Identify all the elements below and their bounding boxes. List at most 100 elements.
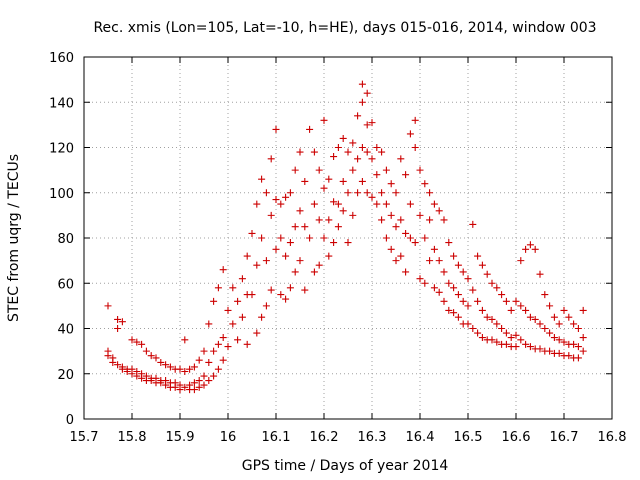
x-tick-label: 15.9 (166, 430, 195, 445)
data-point (354, 155, 362, 163)
data-point (507, 334, 515, 342)
x-tick-label: 16.4 (406, 430, 435, 445)
data-point (373, 171, 381, 179)
data-point (286, 189, 294, 197)
data-point (454, 291, 462, 299)
x-tick-label: 16.6 (502, 430, 531, 445)
data-point (104, 302, 112, 310)
data-point (373, 144, 381, 151)
data-point (493, 338, 501, 346)
data-point (128, 336, 136, 344)
data-point (440, 297, 448, 305)
x-tick-label: 16.2 (310, 430, 339, 445)
data-point (205, 377, 213, 385)
y-axis-label: STEC from uqrg / TECUs (6, 154, 22, 322)
x-axis-label: GPS time / Days of year 2014 (242, 458, 449, 474)
data-point (517, 257, 525, 265)
data-point (349, 166, 357, 174)
data-point (358, 80, 366, 88)
y-tick-label: 40 (57, 323, 74, 338)
data-point (478, 261, 486, 269)
data-point (291, 166, 299, 174)
x-tick-label: 16.8 (598, 430, 627, 445)
data-point (507, 306, 515, 314)
data-point (253, 261, 261, 269)
data-point (310, 148, 318, 156)
data-point (334, 223, 342, 231)
chart-title: Rec. xmis (Lon=105, Lat=-10, h=HE), days… (93, 20, 596, 36)
data-point (392, 257, 400, 265)
data-point (349, 211, 357, 219)
data-point (310, 268, 318, 276)
data-point (483, 270, 491, 278)
x-tick-label: 16.7 (550, 430, 579, 445)
data-point (421, 279, 429, 287)
data-point (267, 286, 275, 294)
data-point (574, 343, 582, 351)
data-point (277, 234, 285, 242)
data-point (190, 379, 198, 387)
data-point (171, 383, 179, 391)
y-tick-label: 160 (49, 51, 74, 66)
data-point (445, 279, 453, 287)
data-point (234, 336, 242, 344)
data-point (493, 284, 501, 292)
data-point (358, 98, 366, 106)
data-point (138, 374, 146, 382)
data-point (181, 383, 189, 391)
data-point (522, 306, 530, 314)
data-point (325, 252, 333, 260)
data-point (272, 245, 280, 253)
data-point (459, 268, 467, 276)
data-point (498, 325, 506, 332)
data-point (334, 144, 342, 151)
data-point (440, 268, 448, 276)
data-point (426, 257, 434, 265)
data-point (358, 144, 366, 151)
data-point (579, 347, 587, 355)
data-point (402, 171, 410, 179)
x-tick-label: 15.8 (118, 430, 147, 445)
data-point (195, 377, 203, 385)
data-point (368, 119, 376, 127)
data-point (301, 223, 309, 231)
data-point (440, 216, 448, 224)
data-point (406, 234, 414, 242)
data-point (320, 234, 328, 242)
plot-frame (83, 56, 613, 420)
data-point (133, 338, 141, 346)
data-point (565, 313, 573, 321)
x-tick-label: 15.7 (70, 430, 99, 445)
data-point (301, 286, 309, 294)
data-point (574, 325, 582, 332)
data-point (550, 313, 558, 321)
data-point (469, 325, 477, 332)
data-point (214, 284, 222, 292)
data-point (512, 331, 520, 339)
data-point (512, 343, 520, 351)
data-point (469, 286, 477, 294)
y-tick-label: 0 (66, 413, 74, 428)
data-point (536, 270, 544, 278)
data-point (392, 223, 400, 231)
data-point (478, 306, 486, 314)
data-point (267, 155, 275, 163)
data-point (258, 234, 266, 242)
data-point (382, 234, 390, 242)
data-point (320, 184, 328, 192)
data-point (387, 211, 395, 219)
data-point (387, 245, 395, 253)
data-point (378, 189, 386, 197)
data-point (253, 329, 261, 337)
data-point (195, 383, 203, 391)
data-point (210, 347, 218, 355)
x-tick-labels: 15.7 15.8 15.9 16 16.1 16.2 16.3 16.4 16.5 16.6 16… (70, 430, 627, 445)
data-point (214, 340, 222, 348)
data-point (282, 193, 290, 201)
data-point (282, 252, 290, 260)
data-point (272, 196, 280, 204)
data-point (560, 306, 568, 314)
data-point (488, 315, 496, 323)
data-point (210, 297, 218, 305)
data-point (555, 320, 563, 328)
